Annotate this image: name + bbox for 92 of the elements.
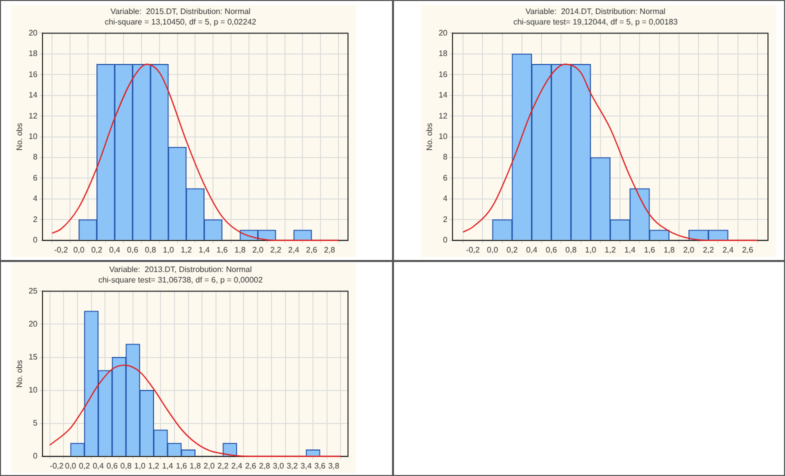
- y-tick-label: 15: [28, 352, 38, 362]
- x-tick-label: 1,0: [162, 245, 175, 254]
- x-tick-label: 0,8: [565, 245, 578, 254]
- y-tick-label: 25: [28, 286, 38, 296]
- x-tick-label: 2,4: [231, 461, 243, 470]
- y-axis-title: No. obs: [15, 360, 24, 388]
- y-tick-label: 14: [28, 90, 38, 100]
- x-tick-label: 1,2: [148, 461, 160, 470]
- y-tick-label: 6: [443, 173, 448, 182]
- y-axis-title: No. obs: [425, 123, 434, 151]
- x-tick-label: 0,0: [486, 245, 499, 254]
- x-tick-label: 0,6: [106, 461, 118, 470]
- y-tick-label: 2: [443, 214, 448, 224]
- x-tick-label: 3,6: [314, 461, 326, 470]
- x-tick-label: 2,4: [288, 245, 300, 254]
- x-tick-label: 2,8: [324, 245, 336, 254]
- x-tick-label: 3,0: [272, 461, 284, 470]
- y-tick-label: 10: [438, 132, 448, 142]
- x-tick-label: 3,8: [328, 461, 340, 470]
- x-tick-label: 0,2: [91, 245, 103, 254]
- y-tick-label: 14: [438, 90, 448, 100]
- y-tick-label: 0: [33, 452, 38, 461]
- x-tick-label: 0,4: [109, 245, 121, 254]
- y-tick-label: 16: [438, 70, 448, 79]
- x-tick-label: 2,6: [742, 245, 754, 254]
- x-tick-label: 2,2: [270, 245, 282, 254]
- x-tick-label: 2,2: [217, 461, 230, 470]
- y-tick-label: 6: [33, 173, 38, 182]
- y-tick-label: 20: [28, 28, 38, 38]
- chart-subtitle: chi-square test= 19,12044, df = 5, p = 0,00183: [513, 18, 678, 27]
- chart-subtitle: chi-square test= 31,06738, df = 6, p = 0,00002: [98, 276, 264, 285]
- x-tick-label: 2,8: [258, 461, 271, 470]
- x-tick-label: 2,0: [204, 461, 216, 470]
- y-tick-label: 20: [438, 28, 448, 38]
- chart-title: Variable: 2015.DT, Distribution: Normal: [110, 7, 251, 16]
- y-tick-label: 0: [33, 236, 38, 245]
- y-tick-label: 16: [28, 70, 38, 79]
- y-tick-label: 18: [438, 49, 448, 58]
- x-tick-label: 3,2: [286, 461, 298, 470]
- x-tick-label: 0,0: [64, 461, 77, 470]
- x-tick-label: 1,6: [216, 245, 228, 254]
- y-tick-label: 0: [443, 236, 448, 245]
- x-tick-label: 0,0: [73, 245, 86, 254]
- x-tick-label: 0,8: [144, 245, 157, 254]
- x-tick-label: 0,8: [120, 461, 132, 470]
- x-tick-label: 1,2: [604, 245, 616, 254]
- x-tick-label: 1,8: [234, 245, 246, 254]
- y-tick-label: 8: [33, 152, 38, 162]
- x-tick-label: -0,2: [50, 461, 64, 470]
- x-tick-label: 2,0: [683, 245, 695, 254]
- x-tick-label: 1,6: [644, 245, 656, 254]
- y-tick-label: 4: [443, 194, 448, 204]
- y-tick-label: 10: [28, 132, 38, 142]
- chart-title: Variable: 2014.DT, Distribution: Normal: [526, 7, 666, 16]
- x-tick-label: -0,2: [466, 245, 480, 254]
- x-tick-label: 1,4: [198, 245, 210, 254]
- x-tick-label: 2,0: [252, 245, 264, 254]
- y-tick-label: 12: [438, 111, 448, 120]
- y-tick-label: 12: [28, 111, 38, 120]
- x-tick-label: 2,4: [722, 245, 734, 254]
- line-series: [51, 64, 340, 241]
- x-tick-label: 0,2: [78, 461, 91, 470]
- chart-subtitle: chi-square = 13,10450, df = 5, p = 0,02242: [104, 18, 257, 27]
- x-tick-label: 0,4: [92, 461, 104, 470]
- x-tick-label: 2,2: [702, 245, 715, 254]
- x-tick-label: 3,4: [300, 461, 312, 470]
- chart-title: Variable: 2013.DT, Distrobution: Normal: [109, 265, 252, 274]
- line-series: [49, 364, 342, 457]
- x-tick-label: 1,0: [585, 245, 597, 254]
- y-axis-title: No. obs: [15, 123, 24, 151]
- x-tick-label: 1,0: [134, 461, 146, 470]
- x-tick-label: 1,8: [664, 245, 676, 254]
- x-tick-label: 1,4: [162, 461, 174, 470]
- x-tick-label: 1,6: [176, 461, 188, 470]
- x-tick-label: 1,4: [624, 245, 636, 254]
- y-tick-label: 10: [28, 386, 38, 395]
- x-tick-label: 1,2: [180, 245, 192, 254]
- line-series: [462, 64, 758, 241]
- x-tick-label: 0,6: [127, 245, 139, 254]
- y-tick-label: 5: [33, 418, 38, 428]
- x-tick-label: 0,4: [526, 245, 538, 254]
- y-tick-label: 4: [33, 194, 38, 204]
- x-tick-label: -0,2: [54, 245, 68, 254]
- x-tick-label: 0,2: [506, 245, 518, 254]
- x-tick-label: 2,6: [245, 461, 257, 470]
- y-tick-label: 20: [28, 319, 38, 328]
- y-tick-label: 18: [28, 49, 38, 58]
- y-tick-label: 2: [33, 214, 38, 224]
- x-tick-label: 2,6: [306, 245, 318, 254]
- y-tick-label: 8: [443, 152, 448, 162]
- x-tick-label: 1,8: [190, 461, 202, 470]
- x-tick-label: 0,6: [546, 245, 558, 254]
